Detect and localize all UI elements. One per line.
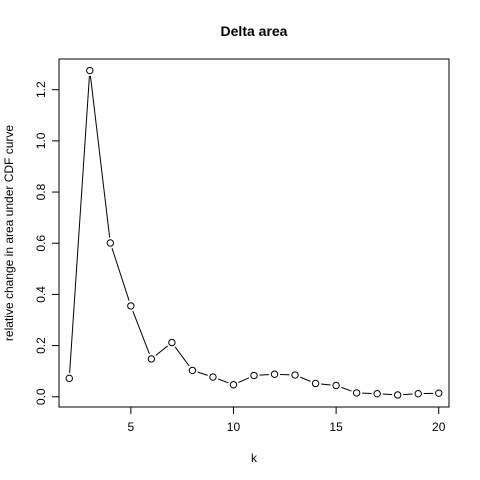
series-line-segment xyxy=(132,310,150,354)
y-axis-label: relative change in area under CDF curve xyxy=(2,125,16,341)
y-tick-label: 0.2 xyxy=(34,337,48,354)
x-tick-label: 20 xyxy=(432,420,446,434)
x-tick-label: 10 xyxy=(227,420,241,434)
data-point xyxy=(414,389,422,398)
series-line-segment xyxy=(403,393,413,396)
series-line-segment xyxy=(259,374,270,376)
data-point xyxy=(127,302,135,310)
series-line-segment xyxy=(197,371,208,376)
y-tick-label: 0.0 xyxy=(34,388,48,405)
data-point xyxy=(229,381,238,389)
data-point xyxy=(435,389,443,397)
y-axis: 0.0 0.2 0.4 0.6 0.8 1.0 1.2 xyxy=(34,81,60,405)
series-line-segment xyxy=(89,75,111,238)
y-tick-label: 1.2 xyxy=(34,81,48,98)
series-line-segment xyxy=(174,346,190,367)
data-point xyxy=(270,370,279,378)
chart-title: Delta area xyxy=(221,23,288,39)
data-point xyxy=(373,389,381,398)
y-tick-label: 1.0 xyxy=(34,132,48,149)
series-line-segment xyxy=(238,377,250,383)
data-point xyxy=(332,381,340,390)
data-point xyxy=(291,371,299,379)
data-point xyxy=(311,379,320,388)
series-line-segment xyxy=(382,393,393,396)
y-tick-label: 0.4 xyxy=(34,286,48,303)
data-point xyxy=(209,373,217,381)
series-line-segment xyxy=(321,383,331,386)
series-line-segment xyxy=(155,345,168,356)
y-tick-label: 0.6 xyxy=(34,235,48,252)
x-tick-label: 5 xyxy=(127,420,134,434)
series-line-segment xyxy=(217,378,229,384)
series-line-segment xyxy=(111,248,130,301)
data-point xyxy=(106,239,115,247)
x-tick-label: 15 xyxy=(329,420,343,434)
data-point xyxy=(65,374,73,383)
series-line-segment xyxy=(69,75,90,373)
data-point xyxy=(188,366,197,375)
data-point xyxy=(250,371,258,380)
data-point xyxy=(86,66,94,75)
x-axis-label: k xyxy=(251,451,258,465)
data-points xyxy=(65,66,443,399)
series-line-group xyxy=(69,75,434,396)
data-point xyxy=(352,389,361,397)
plot-frame xyxy=(58,58,450,408)
y-tick-label: 0.8 xyxy=(34,183,48,200)
data-point xyxy=(393,391,402,399)
series-line-segment xyxy=(299,376,311,382)
data-point xyxy=(168,338,176,347)
data-point xyxy=(147,355,156,363)
x-axis: 5 10 15 20 xyxy=(127,406,446,434)
series-line-segment xyxy=(341,386,352,392)
